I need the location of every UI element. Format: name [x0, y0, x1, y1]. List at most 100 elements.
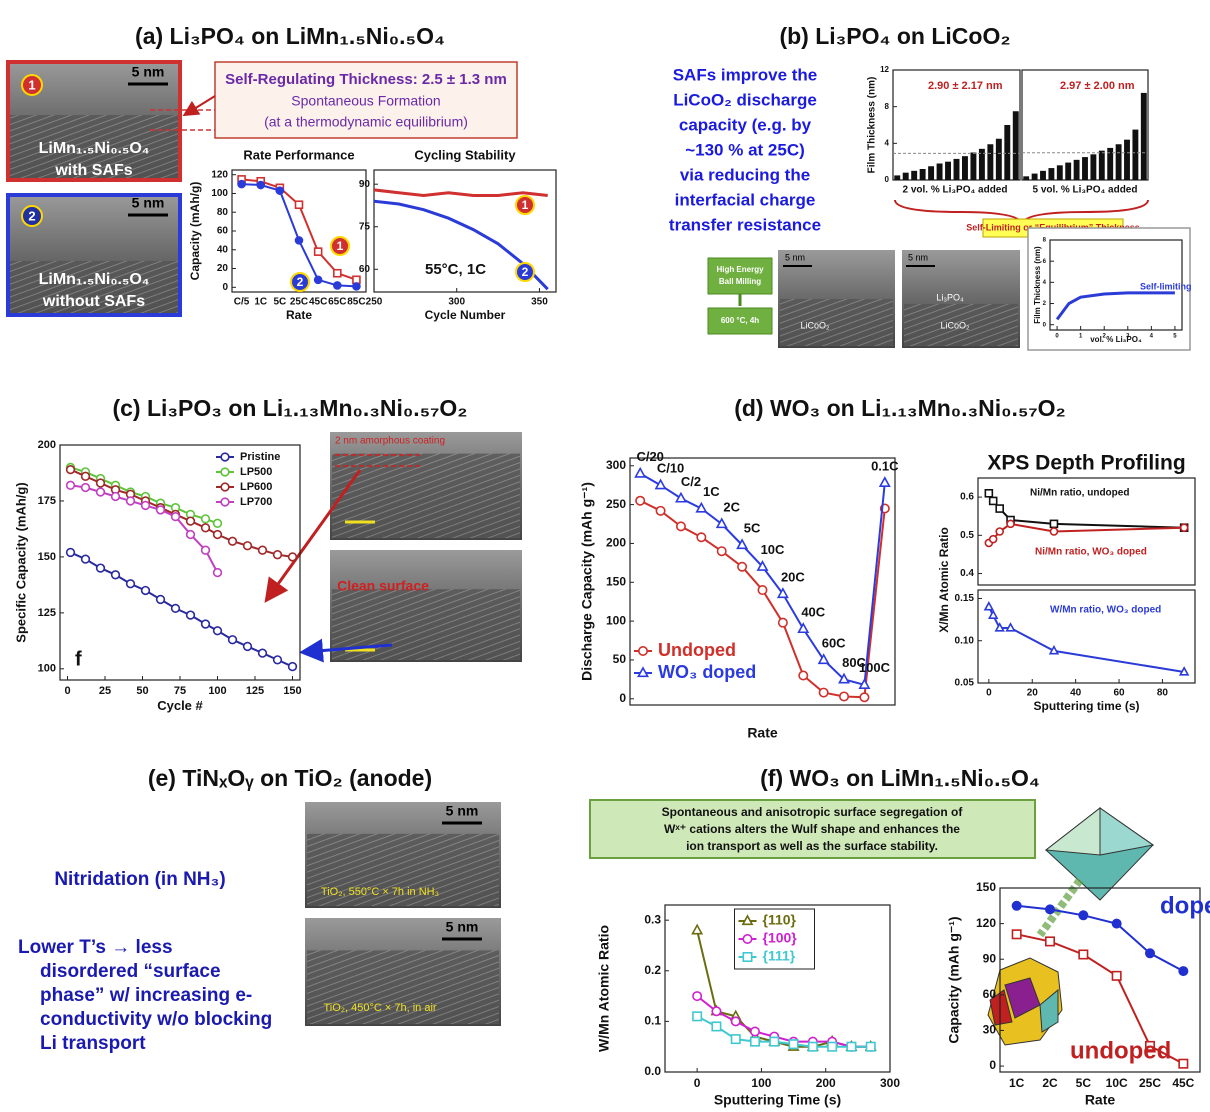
callout-text: ion transport as well as the surface sta… [686, 839, 938, 853]
image-label: LiCoO₂ [940, 320, 970, 330]
x-axis-label: Cycle Number [425, 308, 506, 322]
point [214, 569, 222, 577]
point [244, 643, 252, 651]
legend-marker [221, 498, 229, 506]
y-tick-label: 0.10 [955, 635, 975, 646]
point [819, 688, 827, 696]
bar [1032, 174, 1038, 180]
legend-label: doped [1160, 892, 1210, 919]
x-tick-label: 10C [1106, 1076, 1128, 1090]
bar [1082, 157, 1088, 180]
y-tick-label: 40 [217, 244, 229, 255]
point [202, 515, 210, 523]
point [718, 547, 726, 555]
point [847, 1042, 855, 1050]
legend-label: 1 [337, 239, 344, 253]
process-text: 600 °C, 4h [721, 316, 759, 325]
y-tick-label: 200 [606, 536, 626, 550]
point [860, 693, 868, 701]
legend-label: W/Mn ratio, WO₃ doped [1050, 605, 1161, 616]
bar [1090, 154, 1096, 180]
y-tick-label: 150 [606, 574, 626, 588]
point [127, 497, 135, 505]
point [97, 488, 105, 496]
point [257, 182, 264, 189]
bar [937, 164, 943, 181]
bar [911, 171, 917, 180]
bar [928, 166, 934, 180]
y-axis-label: X/Mn Atomic Ratio [937, 527, 951, 633]
panel-title: (a) Li₃PO₄ on LiMn₁.₅Ni₀.₅O₄ [135, 23, 445, 49]
y-tick-label: 150 [976, 880, 996, 894]
image-label: LiMn₁.₅Ni₀.₅O₄ [39, 140, 150, 157]
y-tick-label: 175 [38, 495, 56, 507]
chart-title: Rate Performance [243, 147, 354, 162]
legend-label: 2 [297, 275, 304, 289]
point [67, 549, 75, 557]
point [214, 519, 222, 527]
x-tick-label: 100 [751, 1076, 771, 1090]
panel-text: Nitridation (in NH₃) [54, 869, 225, 890]
y-tick-label: 12 [880, 65, 889, 74]
point [172, 513, 180, 521]
point [82, 472, 90, 480]
scale-label: 5 nm [132, 195, 165, 211]
panel-text: Li transport [40, 1033, 146, 1054]
image-label: LiCoO₂ [800, 320, 830, 330]
panel-text: capacity (e.g. by [679, 115, 812, 134]
point [1112, 919, 1120, 927]
y-tick-label: 4 [885, 138, 890, 147]
panel-text: LiCoO₂ discharge [673, 90, 817, 109]
callout-text: Spontaneous and anisotropic surface segr… [662, 805, 964, 819]
legend-marker [221, 453, 229, 461]
panel-text: ~130 % at 25C) [685, 140, 805, 159]
y-tick-label: 0.2 [644, 963, 661, 977]
point [1007, 520, 1014, 527]
y-axis-label: W/Mn Atomic Ratio [596, 925, 612, 1052]
x-tick-label: 250 [366, 297, 383, 308]
image-label: TiO₂, 450°C × 7h, in air [323, 1002, 436, 1014]
point [202, 620, 210, 628]
point-label: 0.1C [871, 458, 899, 473]
bar [1057, 165, 1063, 180]
point [1181, 524, 1188, 531]
x-tick-label: 125 [246, 685, 264, 697]
point [751, 1037, 759, 1045]
point [1050, 520, 1057, 527]
bar [1132, 130, 1138, 180]
bar [1065, 163, 1071, 180]
legend-marker [743, 953, 751, 961]
y-tick-label: 120 [976, 916, 996, 930]
y-tick-label: 0.05 [955, 678, 975, 689]
panel-title: (f) WO₃ on LiMn₁.₅Ni₀.₅O₄ [760, 765, 1040, 791]
y-tick-label: 300 [606, 458, 626, 472]
scale-label: 5 nm [446, 803, 479, 819]
point [712, 1022, 720, 1030]
y-tick-label: 90 [983, 951, 997, 965]
point [996, 528, 1003, 535]
bar [954, 159, 960, 180]
point-label: 2C [723, 499, 740, 514]
y-tick-label: 30 [983, 1023, 997, 1037]
point [751, 1027, 759, 1035]
point [274, 551, 282, 559]
y-axis-label: Film Thickness (nm) [867, 77, 878, 174]
chart-title: Cycling Stability [414, 147, 516, 162]
panel-text: disordered “surface [40, 961, 221, 982]
point [693, 992, 701, 1000]
bar [1124, 140, 1130, 180]
legend-label: {110} [763, 912, 797, 928]
bar [1023, 176, 1029, 180]
point-label: 40C [801, 604, 825, 619]
point [738, 563, 746, 571]
point [828, 1042, 836, 1050]
y-tick-label: 0.0 [644, 1064, 661, 1078]
bar [962, 156, 968, 180]
legend-label: LP700 [240, 496, 272, 508]
legend-label: Ni/Mn ratio, undoped [1030, 488, 1129, 499]
y-axis-label: Film Thickness (nm) [1033, 246, 1042, 324]
point [1079, 911, 1087, 919]
annotation: 2.97 ± 2.00 nm [1060, 80, 1135, 92]
point [809, 1042, 817, 1050]
point [296, 201, 303, 208]
